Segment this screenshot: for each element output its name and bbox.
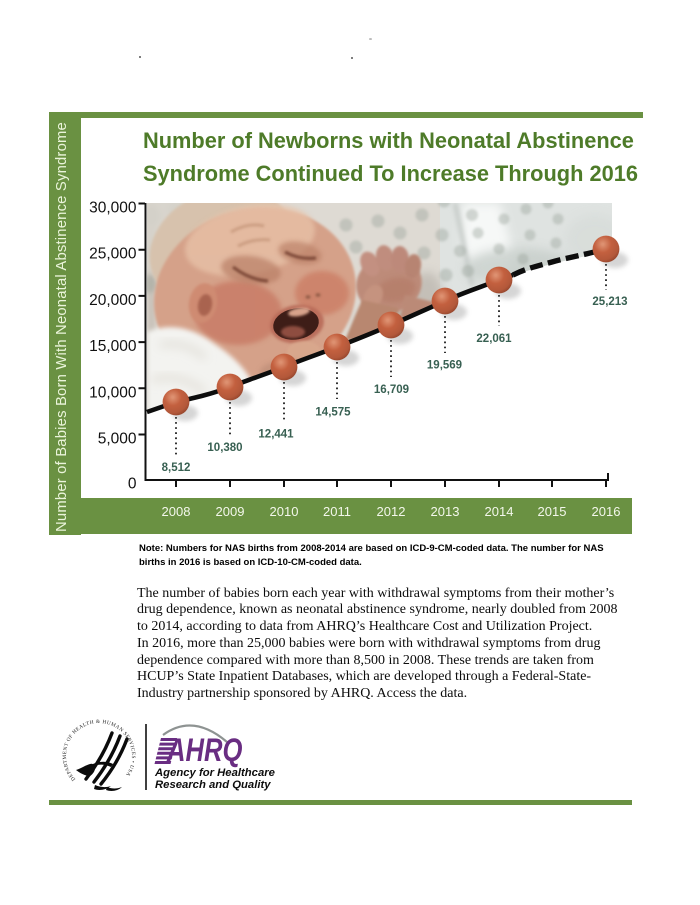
svg-text:19,569: 19,569 — [427, 360, 462, 372]
svg-text:2013: 2013 — [431, 504, 460, 519]
svg-text:16,709: 16,709 — [374, 384, 409, 396]
svg-text:2009: 2009 — [216, 504, 245, 519]
svg-text:15,000: 15,000 — [89, 338, 137, 355]
svg-text:20,000: 20,000 — [89, 292, 137, 309]
svg-text:12,441: 12,441 — [258, 429, 294, 441]
svg-text:10,000: 10,000 — [89, 384, 137, 401]
svg-text:Agency for Healthcare: Agency for Healthcare — [154, 767, 275, 779]
svg-text:8,512: 8,512 — [162, 462, 191, 474]
svg-text:Research and Quality: Research and Quality — [155, 779, 271, 791]
svg-text:14,575: 14,575 — [315, 407, 351, 419]
svg-text:25,213: 25,213 — [592, 296, 627, 308]
svg-text:2014: 2014 — [485, 504, 514, 519]
svg-text:30,000: 30,000 — [89, 200, 137, 217]
svg-text:AHRQ: AHRQ — [166, 733, 243, 768]
svg-text:2008: 2008 — [162, 504, 191, 519]
svg-text:2015: 2015 — [538, 504, 567, 519]
svg-text:0: 0 — [128, 476, 137, 493]
svg-text:25,000: 25,000 — [89, 246, 137, 263]
svg-text:2010: 2010 — [270, 504, 299, 519]
svg-text:5,000: 5,000 — [98, 431, 137, 448]
svg-text:22,061: 22,061 — [476, 333, 512, 345]
svg-text:2012: 2012 — [377, 504, 406, 519]
svg-text:2016: 2016 — [592, 504, 621, 519]
svg-text:10,380: 10,380 — [207, 442, 242, 454]
svg-text:2011: 2011 — [323, 504, 351, 519]
